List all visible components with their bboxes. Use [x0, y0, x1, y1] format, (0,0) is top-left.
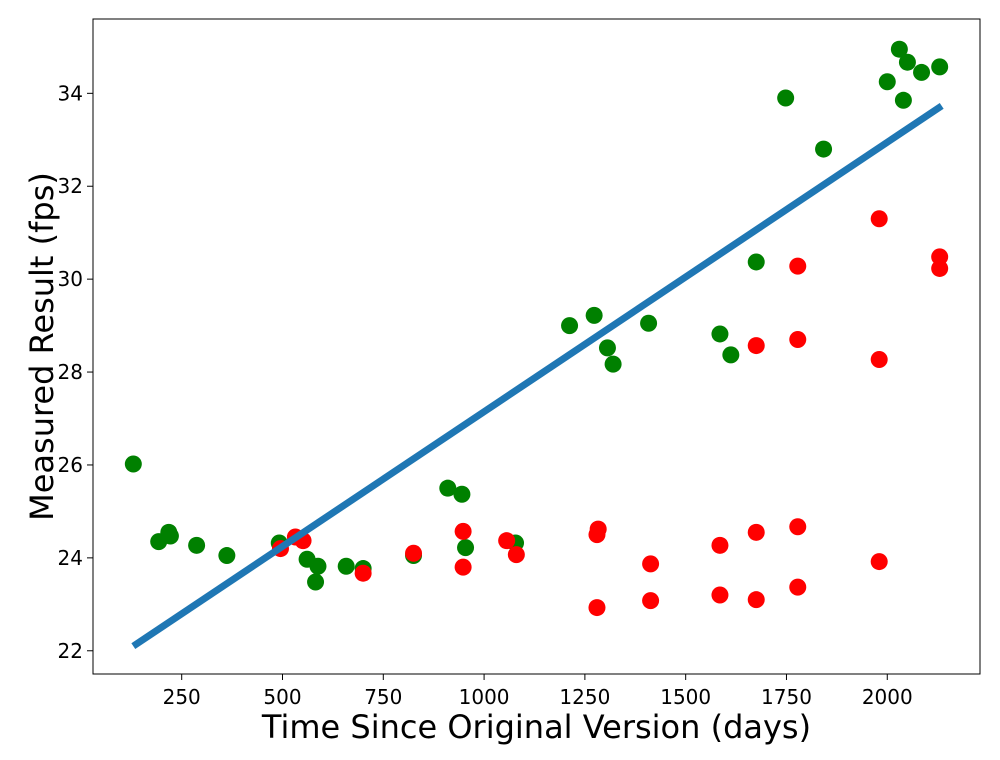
y-axis-ticks: 22 24 26 28 30 32 34	[58, 81, 93, 663]
x-tick-label: 250	[163, 685, 201, 709]
y-tick-label: 30	[58, 267, 83, 291]
green-data-point	[747, 253, 765, 271]
red-data-point	[642, 555, 660, 573]
red-data-point	[789, 578, 807, 596]
green-data-point	[124, 455, 142, 473]
red-data-point	[870, 210, 888, 228]
y-tick-label: 28	[58, 360, 83, 384]
green-data-point	[337, 557, 355, 575]
y-tick-label: 26	[58, 453, 83, 477]
green-data-point	[561, 317, 579, 335]
green-data-point	[913, 63, 931, 81]
x-axis-title: Time Since Original Version (days)	[261, 708, 811, 746]
y-tick-label: 22	[58, 639, 83, 663]
green-data-point	[307, 573, 325, 591]
red-data-point	[454, 558, 472, 576]
x-tick-label: 2000	[862, 685, 913, 709]
red-data-point	[870, 351, 888, 369]
red-data-point	[354, 564, 372, 582]
green-data-point	[188, 536, 206, 554]
green-data-point	[439, 479, 457, 497]
red-data-point	[507, 546, 525, 564]
red-data-point	[789, 518, 807, 536]
red-data-point	[747, 591, 765, 609]
green-data-point	[161, 527, 179, 545]
x-tick-label: 500	[263, 685, 301, 709]
red-data-point	[870, 553, 888, 571]
x-axis-ticks: 250 500 750 1000 1250 1500 1750 2000	[163, 674, 913, 709]
green-data-point	[815, 140, 833, 158]
y-axis-title: Measured Result (fps)	[23, 172, 61, 521]
red-data-point	[789, 257, 807, 275]
green-data-point	[598, 339, 616, 357]
red-data-point	[789, 331, 807, 349]
green-data-point	[894, 91, 912, 109]
green-data-point	[585, 306, 603, 324]
plot-frame	[92, 18, 981, 675]
y-tick-label: 24	[58, 546, 83, 570]
green-data-point	[309, 557, 327, 575]
red-data-point	[711, 536, 729, 554]
y-tick-label: 34	[58, 81, 83, 105]
red-data-point	[931, 259, 949, 277]
red-data-point	[589, 520, 607, 538]
plot-marks	[124, 40, 949, 650]
x-tick-label: 1250	[559, 685, 610, 709]
y-tick-label: 32	[58, 174, 83, 198]
green-data-point	[604, 355, 622, 373]
green-data-point	[218, 547, 236, 565]
x-tick-label: 1500	[660, 685, 711, 709]
red-data-point	[711, 586, 729, 604]
red-data-point	[405, 544, 423, 562]
red-data-point	[454, 522, 472, 540]
trend-line	[131, 102, 944, 650]
green-data-point	[722, 346, 740, 364]
x-tick-label: 1000	[459, 685, 510, 709]
red-data-point	[642, 592, 660, 610]
red-data-point	[931, 248, 949, 266]
green-data-point	[640, 314, 658, 332]
red-data-point	[498, 532, 516, 550]
green-data-point	[457, 539, 475, 557]
x-tick-label: 750	[364, 685, 402, 709]
red-data-point	[747, 337, 765, 355]
red-data-point	[747, 523, 765, 541]
green-data-point	[890, 40, 908, 58]
red-data-point	[588, 599, 606, 617]
green-data-point	[777, 89, 795, 107]
green-data-point	[931, 58, 949, 76]
green-data-point	[711, 325, 729, 343]
green-data-point	[453, 485, 471, 503]
green-data-point	[878, 73, 896, 91]
x-tick-label: 1750	[761, 685, 812, 709]
green-data-point	[898, 53, 916, 71]
